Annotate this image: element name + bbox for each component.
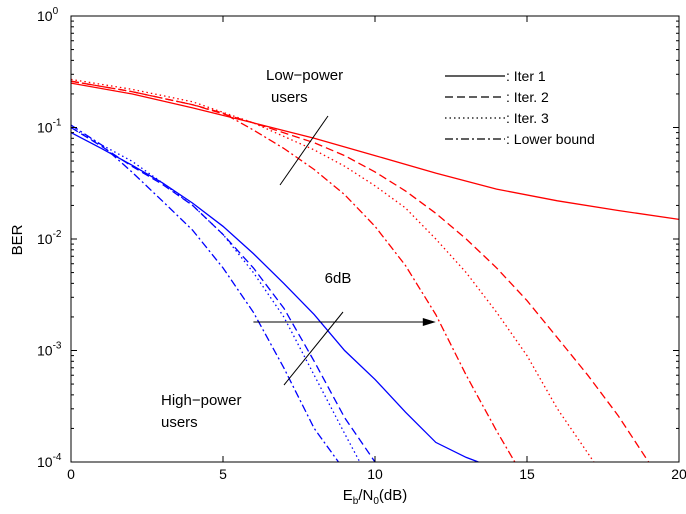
legend-label: : Iter. 3	[506, 110, 549, 126]
gap-label: 6dB	[325, 270, 352, 287]
series-line-low_power-dashdot	[70, 80, 516, 463]
legend-label: : Iter. 2	[506, 89, 549, 105]
high-power-label-line1: High−power	[161, 392, 241, 409]
y-tick-label: 10-2	[37, 229, 62, 247]
legend-label: : Lower bound	[506, 131, 595, 147]
legend-label: : Iter 1	[506, 68, 546, 84]
gap-arrow-head	[422, 318, 436, 327]
y-tick-label: 10-3	[37, 341, 62, 359]
y-tick-label: 100	[37, 6, 59, 24]
x-axis-label: Eb/N0(dB)	[343, 487, 407, 507]
x-tick-label: 15	[519, 466, 535, 482]
y-axis-label: BER	[9, 224, 26, 255]
axis-layer: 0 5 10 15 20 100 10-1 10-2 10-3 10-4	[37, 6, 686, 482]
x-tick-label: 5	[219, 466, 227, 482]
high-power-label-line2: users	[161, 414, 198, 431]
y-tick-label: 10-4	[37, 452, 62, 470]
series-line-high_power-dashed	[70, 126, 376, 463]
high-power-pointer	[283, 311, 344, 386]
x-tick-label: 10	[367, 466, 383, 482]
y-tick-label: 10-1	[37, 118, 62, 136]
low-power-label-line2: users	[271, 89, 308, 106]
series-layer	[70, 78, 680, 463]
annotation-layer: 6dB Low−power users High−power users	[161, 67, 436, 431]
low-power-label-line1: Low−power	[266, 67, 343, 84]
x-tick-label: 20	[671, 466, 686, 482]
x-tick-label: 0	[67, 466, 75, 482]
series-line-low_power-solid	[70, 82, 680, 221]
series-line-high_power-solid	[70, 132, 479, 463]
series-line-low_power-dashed	[70, 80, 650, 463]
low-power-pointer	[279, 115, 329, 186]
legend: : Iter 1 : Iter. 2 : Iter. 3 : Lower bound	[445, 68, 595, 147]
series-line-low_power-dotted	[70, 78, 595, 463]
